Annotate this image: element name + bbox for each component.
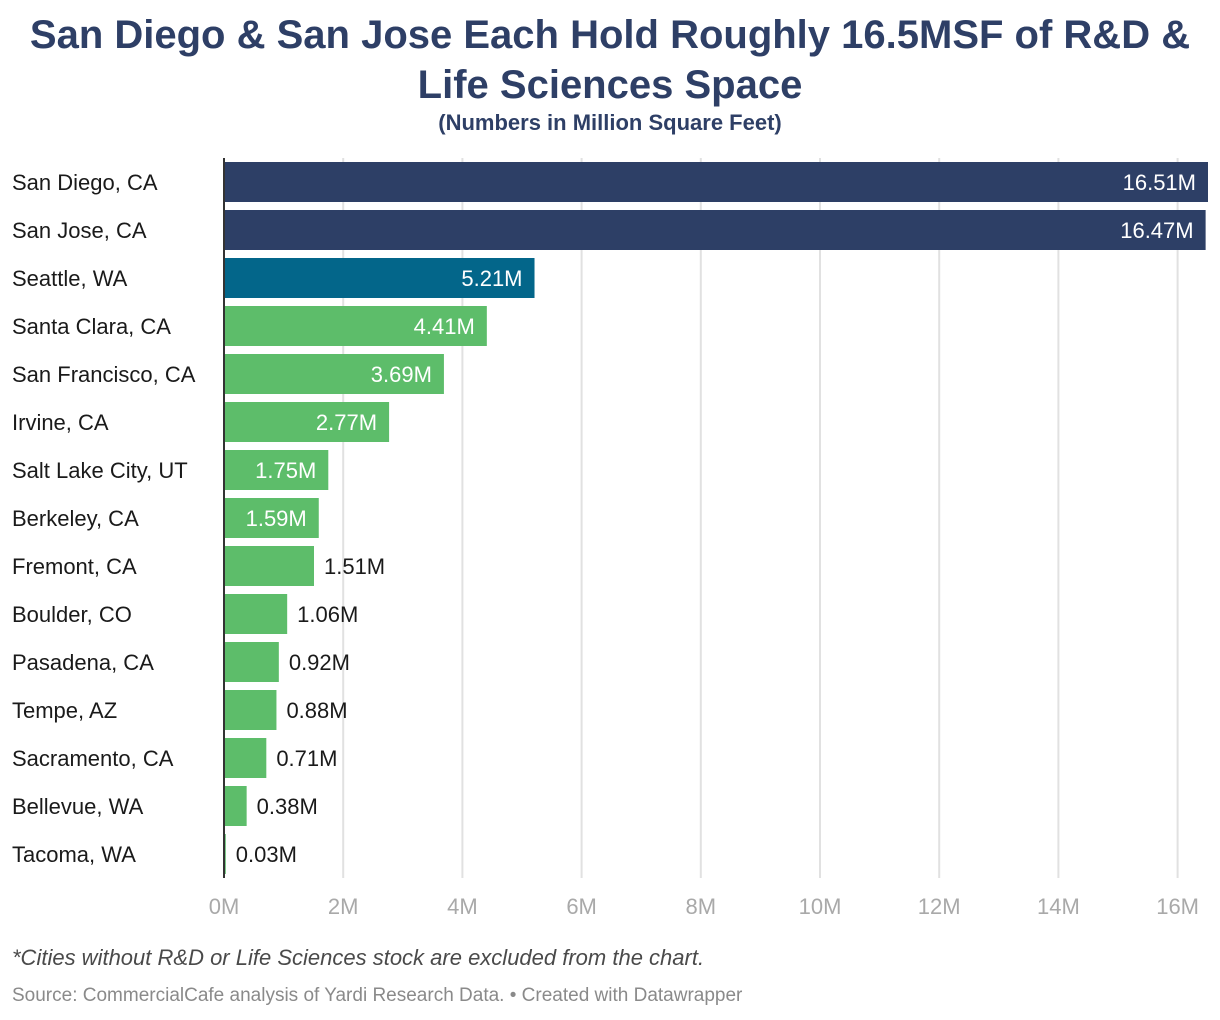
x-tick-label: 16M (1156, 894, 1199, 919)
category-label: Salt Lake City, UT (12, 458, 188, 483)
data-label: 5.21M (461, 266, 522, 291)
category-label: Seattle, WA (12, 266, 128, 291)
bar (224, 738, 267, 778)
category-label: Bellevue, WA (12, 794, 144, 819)
bar (224, 258, 535, 298)
bar (224, 546, 314, 586)
data-label: 0.03M (236, 842, 297, 867)
bar-chart: 0M 2M 4M 6M 8M 10M 12M 14M 16M San Diego, CA 16.51… (12, 158, 1208, 919)
category-label: Santa Clara, CA (12, 314, 171, 339)
bar (224, 210, 1206, 250)
category-label: San Jose, CA (12, 218, 147, 243)
bar (224, 642, 279, 682)
x-tick-label: 6M (566, 894, 597, 919)
data-label: 1.06M (297, 602, 358, 627)
data-label: 0.88M (286, 698, 347, 723)
bar (224, 354, 444, 394)
data-label: 3.69M (371, 362, 432, 387)
bar (224, 450, 329, 490)
chart-subtitle: (Numbers in Million Square Feet) (438, 110, 782, 135)
category-label: Tacoma, WA (12, 842, 136, 867)
chart-source: Source: CommercialCafe analysis of Yardi… (12, 985, 743, 1006)
category-label: Boulder, CO (12, 602, 132, 627)
bar (224, 402, 390, 442)
category-label: Sacramento, CA (12, 746, 174, 771)
data-label: 1.59M (246, 506, 307, 531)
category-label: Berkeley, CA (12, 506, 139, 531)
x-tick-label: 10M (799, 894, 842, 919)
category-label: San Francisco, CA (12, 362, 196, 387)
chart-footnote: *Cities without R&D or Life Sciences sto… (12, 945, 705, 970)
bar (224, 690, 277, 730)
data-label: 16.51M (1123, 170, 1196, 195)
category-label: Fremont, CA (12, 554, 137, 579)
data-label: 0.92M (289, 650, 350, 675)
bar (224, 162, 1208, 202)
data-label: 0.71M (276, 746, 337, 771)
x-tick-label: 2M (328, 894, 359, 919)
data-label: 2.77M (316, 410, 377, 435)
category-label: Irvine, CA (12, 410, 109, 435)
bar (224, 594, 288, 634)
x-tick-label: 4M (447, 894, 478, 919)
category-label: Tempe, AZ (12, 698, 117, 723)
x-tick-label: 8M (686, 894, 717, 919)
x-tick-label: 14M (1037, 894, 1080, 919)
bar (224, 786, 247, 826)
bar (224, 306, 487, 346)
category-label: Pasadena, CA (12, 650, 154, 675)
data-label: 1.75M (255, 458, 316, 483)
data-label: 0.38M (257, 794, 318, 819)
data-label: 16.47M (1120, 218, 1193, 243)
category-label: San Diego, CA (12, 170, 158, 195)
data-label: 1.51M (324, 554, 385, 579)
data-label: 4.41M (414, 314, 475, 339)
x-tick-label: 0M (209, 894, 240, 919)
chart-title: San Diego & San Jose Each Hold Roughly 1… (29, 13, 1191, 107)
x-tick-label: 12M (918, 894, 961, 919)
bar (224, 498, 319, 538)
